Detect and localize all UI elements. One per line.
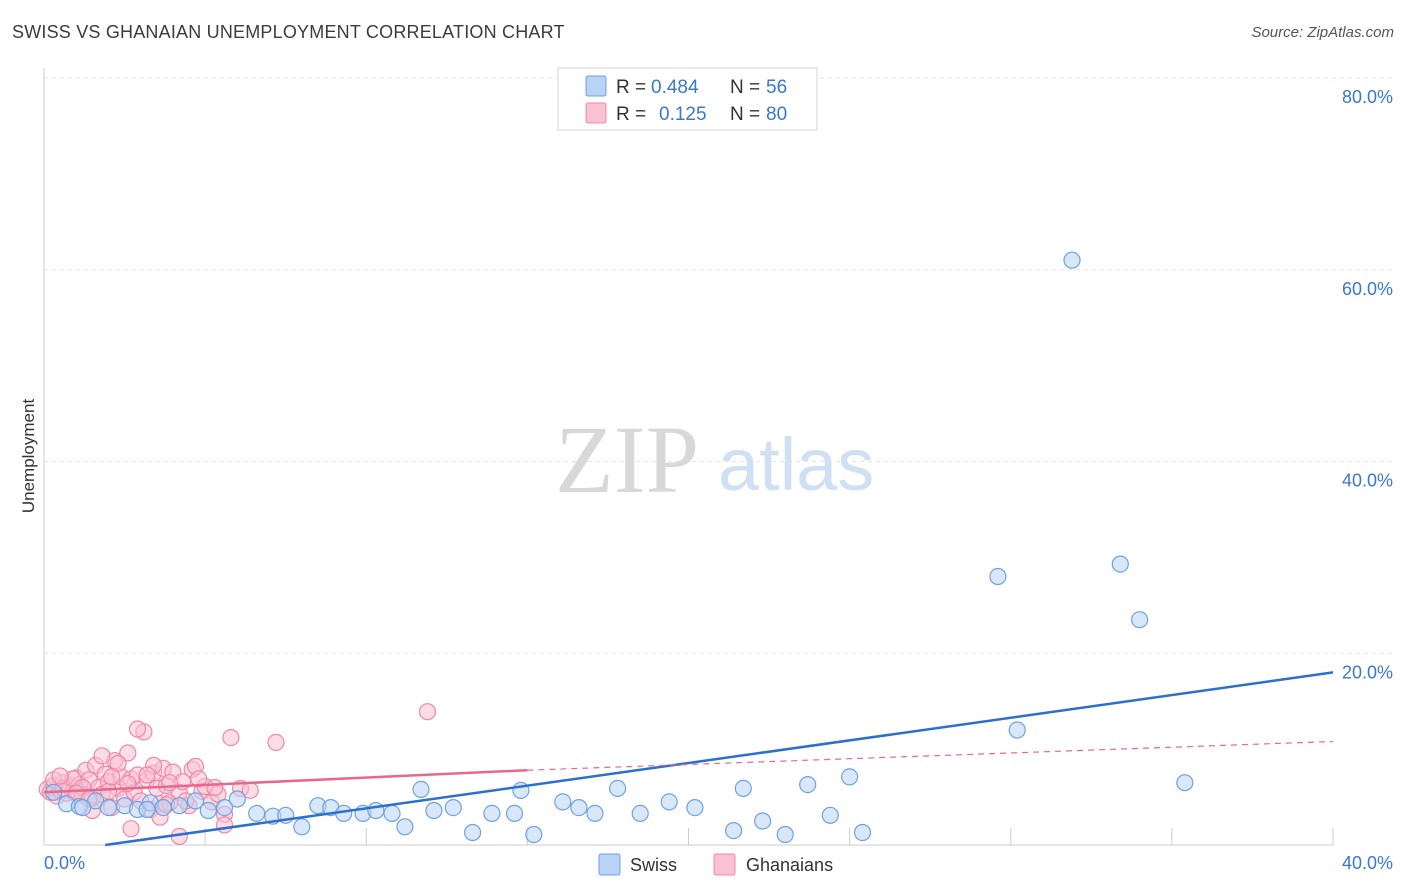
ghanaians-point-64 (93, 747, 111, 765)
x-tick-label-min: 0.0% (44, 853, 85, 873)
swiss-point-24 (396, 818, 414, 836)
ghanaians-n-label: N = (730, 104, 760, 125)
swiss-point-4 (99, 798, 118, 817)
swiss-points (45, 251, 1194, 844)
swiss-point-8 (154, 798, 172, 817)
swiss-r-value: 0.484 (651, 77, 699, 98)
y-tick-label-2: 60.0% (1342, 279, 1393, 299)
y-tick-label-3: 80.0% (1342, 87, 1393, 107)
watermark-zip: ZIP (555, 406, 699, 513)
ghanaians-point-79 (103, 768, 121, 786)
swiss-point-23 (383, 804, 401, 823)
ghanaians-legend-swatch (585, 102, 607, 124)
ghanaians-point-77 (161, 774, 179, 792)
ghanaians-trend-line-extension (527, 740, 1334, 771)
ghanaians-r-value: 0.125 (659, 104, 707, 125)
ghanaians-n-value: 80 (766, 104, 787, 125)
ghanaians-bottom-label: Ghanaians (746, 855, 833, 875)
ghanaians-point-66 (128, 720, 147, 738)
swiss-point-46 (840, 768, 859, 786)
swiss-point-50 (1063, 251, 1081, 269)
swiss-point-42 (753, 812, 772, 830)
trend-lines (43, 671, 1334, 847)
swiss-point-41 (734, 779, 752, 798)
swiss-point-40 (724, 821, 743, 840)
watermark-atlas: atlas (718, 423, 874, 506)
swiss-point-34 (570, 798, 588, 817)
swiss-point-29 (483, 804, 501, 823)
swiss-point-39 (686, 798, 704, 817)
swiss-point-52 (1130, 611, 1149, 629)
swiss-point-28 (464, 823, 482, 842)
swiss-point-55 (138, 800, 156, 819)
y-tick-labels: 20.0% 40.0% 60.0% 80.0% (1342, 87, 1393, 682)
swiss-r-label: R = (616, 77, 646, 98)
swiss-point-12 (215, 798, 234, 817)
y-axis-label: Unemployment (19, 399, 38, 514)
swiss-point-13 (228, 790, 246, 808)
ghanaians-point-70 (190, 770, 208, 788)
x-minor-ticks (204, 828, 1334, 845)
swiss-point-9 (170, 797, 188, 815)
swiss-point-53 (1176, 774, 1194, 792)
swiss-point-37 (631, 804, 649, 823)
swiss-point-22 (367, 801, 385, 820)
y-tick-label-1: 40.0% (1342, 471, 1393, 491)
swiss-n-label: N = (730, 77, 760, 98)
swiss-point-45 (821, 806, 839, 824)
stats-legend: R = 0.484 N = 56 R = 0.125 N = 80 (557, 67, 818, 131)
swiss-point-10 (186, 792, 205, 810)
swiss-bottom-label: Swiss (630, 855, 677, 875)
ghanaians-point-58 (215, 816, 234, 834)
ghanaians-point-71 (206, 778, 224, 797)
swiss-point-48 (989, 567, 1007, 586)
y-tick-label-0: 20.0% (1342, 662, 1393, 682)
ghanaians-point-78 (51, 767, 69, 785)
swiss-point-17 (293, 818, 311, 836)
swiss-point-35 (586, 804, 604, 823)
swiss-point-33 (554, 793, 572, 811)
swiss-point-27 (444, 798, 462, 817)
ghanaians-point-55 (122, 820, 140, 838)
ghanaians-point-50 (222, 728, 240, 747)
swiss-point-54 (74, 798, 92, 817)
swiss-point-38 (660, 793, 678, 811)
swiss-point-51 (1111, 555, 1129, 573)
series-legend: Swiss Ghanaians (598, 853, 833, 876)
chart-title: SWISS VS GHANAIAN UNEMPLOYMENT CORRELATI… (12, 22, 565, 42)
swiss-point-49 (1008, 721, 1026, 739)
swiss-point-25 (412, 780, 430, 799)
swiss-point-36 (608, 779, 627, 798)
ghanaians-points (38, 703, 437, 846)
swiss-point-31 (505, 804, 524, 823)
gridlines (44, 77, 1393, 654)
swiss-point-26 (425, 801, 443, 820)
swiss-point-32 (525, 825, 543, 844)
swiss-trend-line (105, 671, 1334, 847)
ghanaians-point-25 (119, 744, 137, 762)
ghanaians-trend-line (43, 768, 528, 794)
swiss-legend-swatch (585, 75, 607, 97)
swiss-point-44 (799, 775, 817, 794)
swiss-point-11 (199, 801, 217, 820)
swiss-point-47 (853, 823, 872, 842)
ghanaians-point-53 (267, 733, 285, 752)
ghanaians-point-76 (138, 766, 156, 784)
x-tick-label-max: 40.0% (1342, 853, 1393, 873)
ghanaians-bottom-swatch (713, 853, 736, 876)
swiss-point-43 (776, 825, 794, 844)
swiss-bottom-swatch (598, 853, 621, 876)
swiss-n-value: 56 (766, 77, 787, 98)
ghanaians-r-label: R = (616, 104, 646, 125)
swiss-point-14 (248, 804, 266, 823)
source-label: Source: ZipAtlas.com (1251, 24, 1394, 41)
ghanaians-point-54 (418, 703, 437, 721)
